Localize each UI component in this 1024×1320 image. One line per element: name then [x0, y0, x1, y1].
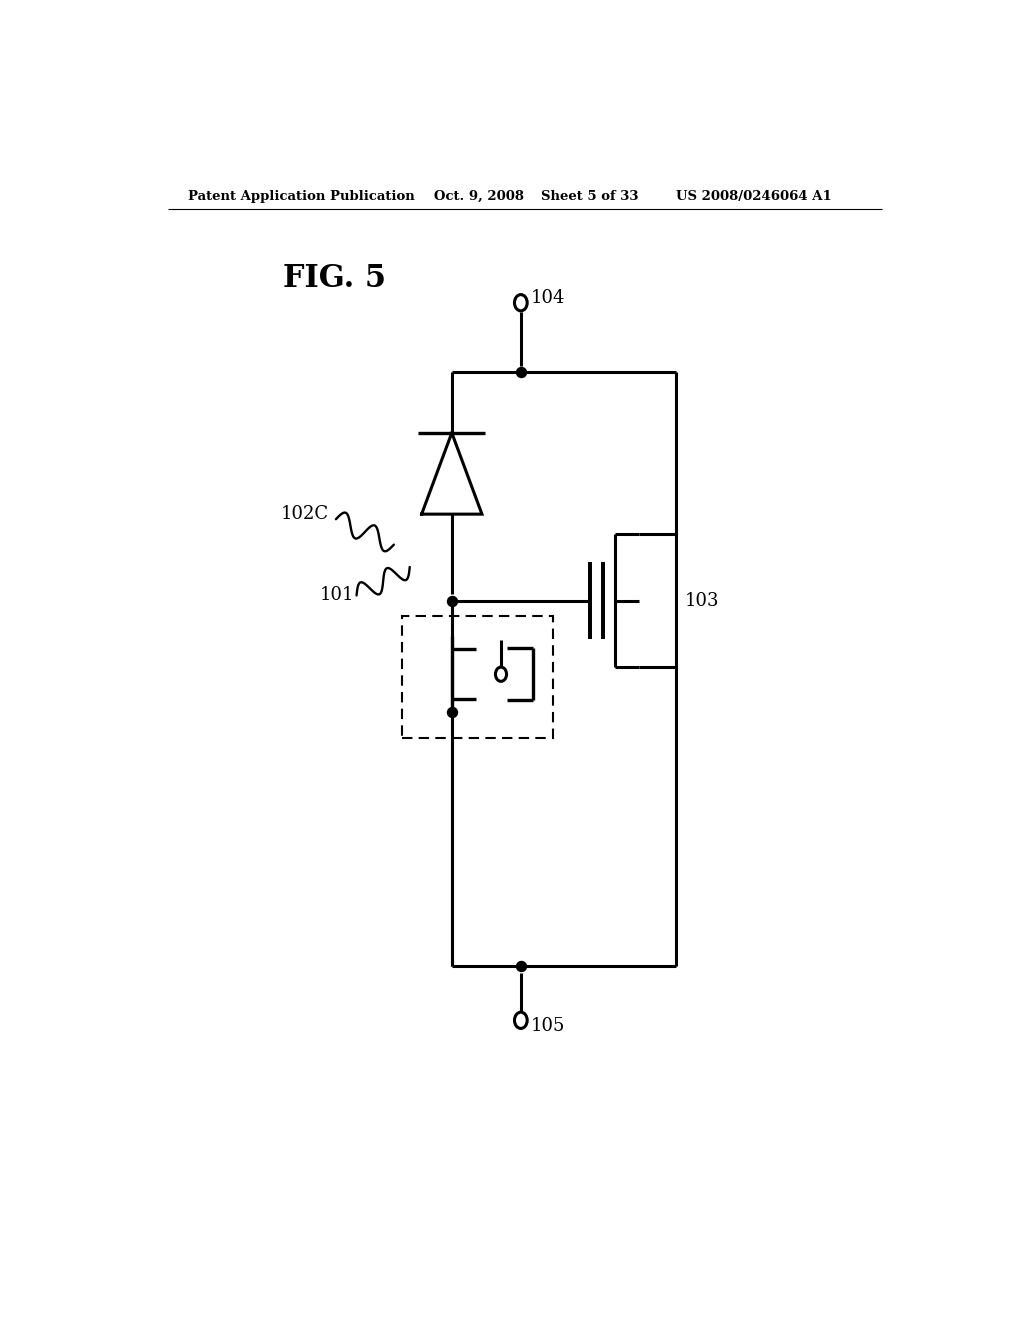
- Circle shape: [514, 294, 527, 312]
- Text: 103: 103: [685, 591, 720, 610]
- Text: 104: 104: [531, 289, 565, 306]
- Circle shape: [514, 1012, 527, 1028]
- Point: [513, 362, 529, 383]
- Text: Oct. 9, 2008: Oct. 9, 2008: [433, 190, 523, 202]
- Circle shape: [496, 667, 507, 681]
- Point: [443, 590, 460, 611]
- Text: US 2008/0246064 A1: US 2008/0246064 A1: [676, 190, 831, 202]
- Text: FIG. 5: FIG. 5: [283, 263, 386, 294]
- Text: Sheet 5 of 33: Sheet 5 of 33: [541, 190, 638, 202]
- Text: Patent Application Publication: Patent Application Publication: [187, 190, 415, 202]
- Text: 105: 105: [531, 1018, 565, 1035]
- Text: 102C: 102C: [282, 506, 330, 523]
- Text: 101: 101: [321, 586, 354, 605]
- Point: [443, 702, 460, 723]
- Point: [513, 956, 529, 977]
